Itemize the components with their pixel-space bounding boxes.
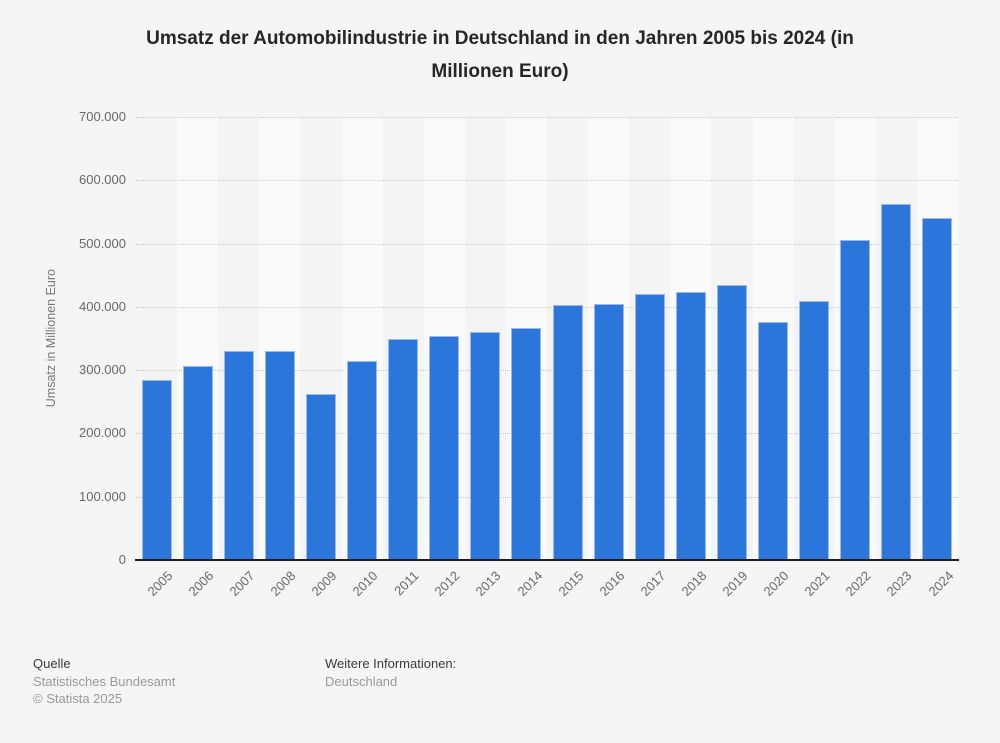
x-tick-label-2015: 2015: [555, 568, 587, 600]
bar-2015[interactable]: [552, 304, 583, 560]
x-tick-label-2005: 2005: [144, 568, 176, 600]
y-tick-label: 0: [118, 552, 126, 567]
bar-2018[interactable]: [675, 291, 706, 560]
source-name: Statistisches Bundesamt: [33, 673, 176, 689]
x-axis-line: [135, 559, 959, 561]
x-tick-label-2011: 2011: [391, 568, 422, 599]
x-tick-label-2022: 2022: [842, 568, 874, 600]
x-tick-label-2012: 2012: [431, 568, 463, 600]
x-tick-label-2021: 2021: [801, 568, 833, 600]
y-gridline: [136, 117, 958, 118]
bar-2016[interactable]: [593, 304, 624, 560]
footer-info-block: Weitere Informationen: Deutschland: [325, 655, 456, 690]
x-tick-label-2020: 2020: [760, 568, 792, 600]
x-tick-label-2016: 2016: [596, 568, 628, 600]
y-tick-label: 500.000: [79, 235, 126, 251]
bar-2008[interactable]: [264, 351, 295, 560]
bar-2013[interactable]: [470, 331, 501, 560]
bar-2007[interactable]: [223, 351, 254, 560]
y-axis-title-text: Umsatz in Millionen Euro: [44, 269, 58, 408]
x-tick-label-2017: 2017: [637, 568, 669, 600]
bar-2022[interactable]: [840, 240, 871, 560]
y-gridline: [136, 180, 958, 182]
y-gridline: [136, 496, 958, 498]
bar-2023[interactable]: [881, 204, 912, 560]
x-tick-label-2010: 2010: [349, 568, 381, 600]
bar-2020[interactable]: [758, 322, 789, 560]
y-tick-label: 200.000: [79, 425, 126, 441]
bar-2014[interactable]: [511, 327, 542, 560]
x-tick-label-2023: 2023: [883, 568, 915, 600]
info-region: Deutschland: [325, 673, 398, 689]
plot-area: [135, 117, 959, 561]
bar-2017[interactable]: [634, 293, 665, 560]
bar-2009[interactable]: [305, 394, 336, 560]
chart-title: Umsatz der Automobilindustrie in Deutsch…: [80, 22, 920, 88]
bar-2021[interactable]: [799, 301, 830, 560]
y-tick-label: 400.000: [79, 298, 126, 314]
bar-2006[interactable]: [182, 366, 213, 560]
x-tick-label-2007: 2007: [226, 568, 258, 600]
x-tick-label-2014: 2014: [514, 568, 546, 600]
copyright-notice: © Statista 2025: [33, 691, 123, 706]
x-tick-label-2024: 2024: [925, 568, 957, 600]
bar-2024[interactable]: [922, 217, 953, 560]
info-label: Weitere Informationen:: [325, 656, 457, 671]
bar-2019[interactable]: [716, 285, 747, 560]
bar-2012[interactable]: [429, 335, 460, 560]
x-tick-label-2013: 2013: [472, 568, 504, 600]
y-gridline: [136, 243, 958, 245]
bar-2005[interactable]: [141, 379, 172, 560]
footer-source-block: Quelle Statistisches Bundesamt © Statist…: [33, 655, 175, 708]
source-label: Quelle: [33, 656, 71, 671]
y-tick-label: 600.000: [79, 172, 126, 188]
x-tick-label-2018: 2018: [678, 568, 710, 600]
x-tick-label-2008: 2008: [267, 568, 299, 600]
x-tick-label-2006: 2006: [185, 568, 217, 600]
x-tick-label-2019: 2019: [719, 568, 751, 600]
bar-2011[interactable]: [388, 338, 419, 560]
y-gridline: [136, 370, 958, 372]
chart-title-line1: Umsatz der Automobilindustrie in Deutsch…: [146, 28, 854, 49]
y-gridline: [136, 433, 958, 435]
y-gridline: [136, 306, 958, 308]
chart-title-line2: Millionen Euro): [431, 61, 569, 82]
y-tick-label: 100.000: [79, 488, 126, 504]
bar-2010[interactable]: [347, 361, 378, 560]
y-tick-label: 700.000: [79, 109, 126, 124]
y-tick-label: 300.000: [79, 362, 126, 378]
x-tick-label-2009: 2009: [308, 568, 340, 600]
